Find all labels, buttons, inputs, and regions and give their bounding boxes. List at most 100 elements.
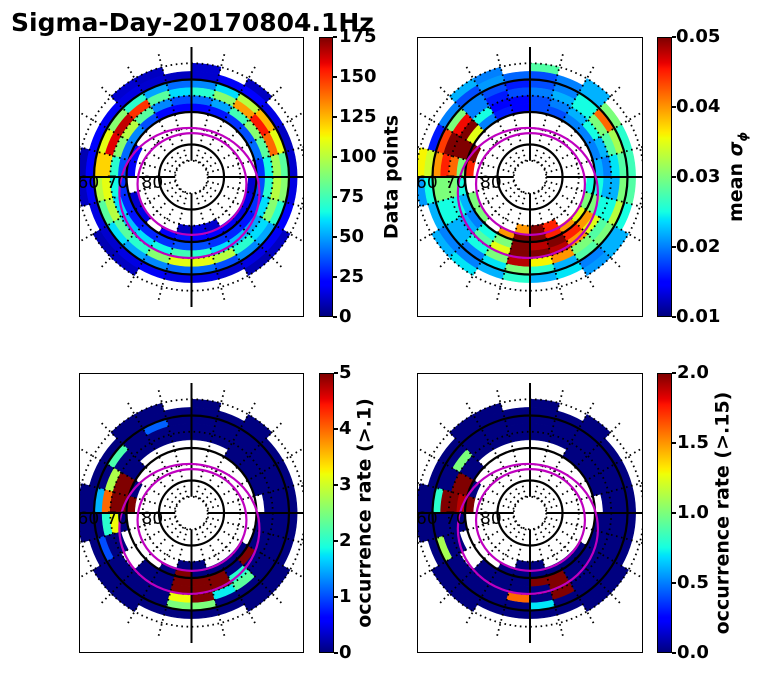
oval-equatorward	[456, 126, 600, 260]
plot-frame	[79, 37, 304, 317]
colorbar-tick-label: 0.0	[677, 642, 709, 664]
dotted-mlt-line	[79, 481, 177, 510]
colorbar-label-text: mean	[725, 156, 748, 223]
dotted-mlt-line	[417, 184, 517, 243]
dotted-mlt-line	[125, 399, 185, 500]
dotted-mlt-line	[125, 63, 185, 164]
colorbar-tick-label: 1	[339, 586, 352, 608]
lat-label: 70	[445, 173, 467, 193]
dotted-mlt-line	[533, 387, 565, 498]
colorbar-tick	[672, 176, 676, 178]
polar-plot-occurrence-rate-0.1: 60 70 80	[79, 373, 304, 653]
dotted-mlt-line	[537, 63, 596, 164]
colorbar-tick-label: 0	[339, 306, 352, 328]
colorbar-tick	[672, 106, 676, 108]
dotted-mlt-line	[194, 51, 227, 162]
dotted-mlt-line	[417, 516, 515, 545]
colorbar-tick-label: 0.03	[676, 166, 721, 188]
colorbar-tick	[672, 582, 676, 584]
colorbar-tick	[672, 652, 676, 654]
colorbar-label: mean σϕ	[725, 132, 753, 223]
dotted-mlt-line	[437, 84, 520, 167]
oval-poleward	[474, 132, 587, 236]
colorbar-ticks: 0.0 0.5 1.0 1.5 2.0	[417, 364, 757, 662]
polar-plot-occurrence-rate-0.15: 60 70 80	[417, 373, 643, 653]
colorbar-tick	[333, 316, 337, 318]
dotted-mlt-line	[205, 111, 304, 170]
dotted-mlt-line	[495, 51, 527, 162]
colorbar-tick	[333, 156, 337, 158]
colorbar-tick-label: 0.04	[676, 96, 721, 118]
dotted-mlt-line	[198, 63, 258, 164]
lat-circle	[496, 479, 564, 547]
dotted-mlt-line	[202, 523, 285, 606]
dotted-mlt-line	[537, 526, 596, 627]
dotted-mlt-line	[464, 63, 523, 164]
panel-occurrence-rate-0.1: 60 70 80 0 1 2 3 4 5 occurrence rate (>.1)	[79, 364, 419, 662]
lat-circle	[92, 414, 291, 612]
colorbar-tick-label: 0	[339, 642, 352, 664]
oval-poleward	[474, 468, 587, 572]
colorbar-tick-label: 150	[339, 66, 377, 88]
sigma-symbol: σ	[725, 141, 748, 157]
panel-mean-sigma-phi: 60 70 80 0.01 0.02 0.03 0.04 0.05 mean σϕ	[417, 28, 757, 326]
colorbar-occurrence-rate-0.15	[657, 373, 672, 653]
colorbar-tick	[672, 512, 676, 514]
colorbar-tick-label: 50	[339, 226, 365, 248]
dotted-mlt-line	[79, 447, 178, 506]
oval-equatorward	[118, 126, 261, 260]
dotted-mlt-line	[198, 190, 258, 291]
dotted-mlt-line	[417, 520, 517, 579]
polar-plot-mean-sigma-phi: 60 70 80	[417, 37, 643, 317]
colorbar-tick-label: 125	[339, 106, 377, 128]
dotted-mlt-line	[156, 528, 189, 639]
dotted-mlt-line	[156, 51, 189, 162]
dotted-mlt-line	[205, 184, 304, 243]
lat-label: 70	[107, 509, 129, 529]
plot-frame	[417, 373, 643, 653]
dotted-mlt-line	[79, 516, 177, 545]
plot-frame	[417, 37, 643, 317]
dotted-mlt-line	[543, 184, 643, 243]
lat-label: 80	[142, 173, 164, 193]
dotted-mlt-line	[79, 180, 177, 209]
dotted-mlt-line	[98, 420, 181, 503]
dotted-mlt-line	[125, 526, 185, 627]
dotted-mlt-line	[198, 399, 258, 500]
dotted-mlt-line	[495, 387, 527, 498]
dotted-mlt-line	[464, 190, 523, 291]
colorbar-tick-label: 75	[339, 186, 365, 208]
dotted-mlt-line	[533, 528, 565, 639]
lat-circle	[92, 78, 291, 276]
dotted-mlt-line	[545, 145, 643, 174]
lat-label: 80	[480, 509, 502, 529]
dotted-mlt-line	[156, 387, 189, 498]
dotted-mlt-line	[205, 520, 304, 579]
figure-title: Sigma-Day-20170804.1Hz	[11, 8, 374, 37]
dotted-mlt-line	[206, 180, 304, 209]
dotted-mlt-line	[537, 399, 596, 500]
colorbar-tick	[333, 196, 337, 198]
dotted-mlt-line	[417, 145, 515, 174]
colorbar-tick	[333, 116, 337, 118]
colorbar-tick-label: 0.05	[676, 26, 721, 48]
dotted-mlt-line	[464, 526, 523, 627]
colorbar-label: Data points	[380, 114, 403, 240]
dotted-mlt-line	[206, 145, 304, 174]
dotted-mlt-line	[98, 84, 181, 167]
colorbar-tick-label: 100	[339, 146, 377, 168]
colorbar-tick-label: 0.5	[677, 572, 709, 594]
colorbar-tick	[672, 442, 676, 444]
dotted-mlt-line	[540, 187, 623, 270]
dotted-mlt-line	[156, 192, 189, 303]
dotted-mlt-line	[495, 528, 527, 639]
colorbar-label: occurrence rate (>.1)	[353, 398, 376, 628]
dotted-mlt-line	[540, 420, 623, 503]
dotted-mlt-line	[545, 516, 643, 545]
colorbar-tick	[334, 428, 338, 430]
dotted-mlt-line	[79, 184, 178, 243]
dotted-mlt-line	[198, 526, 258, 627]
colorbar-tick-label: 5	[339, 362, 352, 384]
dotted-mlt-line	[98, 187, 181, 270]
colorbar-tick-label: 2.0	[677, 362, 709, 384]
